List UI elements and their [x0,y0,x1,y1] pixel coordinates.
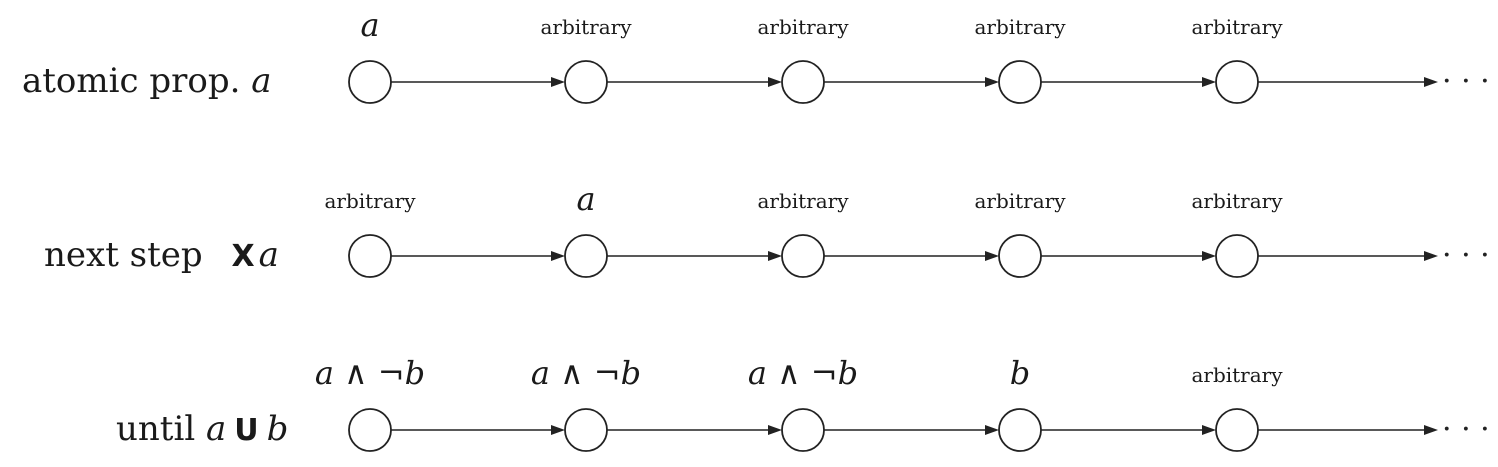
state-label: arbitrary [324,189,416,213]
transition-arrow [391,251,565,261]
continuation-dots: · · · [1442,64,1490,99]
transition-arrow [1258,251,1438,261]
state-label: a [576,180,595,218]
state-label: arbitrary [974,189,1066,213]
state-node [564,60,608,104]
state-node [998,234,1042,278]
state-label: arbitrary [1191,189,1283,213]
state-label: a ∧ ¬b [315,354,425,392]
row-label-atomic: atomic prop. a [22,61,272,101]
state-chains: a arbitrary arbitrary arbitrary arbitrary · ·… [315,6,1490,452]
transition-arrow [1258,77,1438,87]
transition-arrow [391,425,565,435]
transition-arrow [824,77,999,87]
state-node [781,408,825,452]
state-label: a ∧ ¬b [531,354,641,392]
state-node [1215,60,1259,104]
transition-arrow [607,251,782,261]
state-label: a ∧ ¬b [748,354,858,392]
chain-next: arbitrary a arbitrary arbitrary arbitrary · ·… [324,180,1490,278]
state-label: arbitrary [757,15,849,39]
transition-arrow [1041,251,1216,261]
chain-atomic: a arbitrary arbitrary arbitrary arbitrary · ·… [348,6,1490,104]
state-node [1215,234,1259,278]
state-node [781,234,825,278]
state-label: b [1010,354,1030,392]
state-label: arbitrary [757,189,849,213]
state-node [348,408,392,452]
state-label: arbitrary [1191,363,1283,387]
state-label: arbitrary [1191,15,1283,39]
continuation-dots: · · · [1442,412,1490,447]
state-node [564,234,608,278]
state-node [781,60,825,104]
transition-arrow [824,425,999,435]
row-atomic: atomic prop. a [22,61,272,101]
transition-arrow [607,425,782,435]
state-node [348,60,392,104]
transition-arrow [824,251,999,261]
state-node [564,408,608,452]
state-node [348,234,392,278]
continuation-dots: · · · [1442,238,1490,273]
transition-arrow [391,77,565,87]
transition-arrow [1258,425,1438,435]
state-label: a [360,6,379,44]
chain-until: a ∧ ¬b a ∧ ¬b a ∧ ¬b b arbitrary · · · [315,354,1490,452]
transition-arrow [1041,77,1216,87]
state-node [998,60,1042,104]
state-node [998,408,1042,452]
transition-arrow [1041,425,1216,435]
state-label: arbitrary [974,15,1066,39]
transition-arrow [607,77,782,87]
state-node [1215,408,1259,452]
state-label: arbitrary [540,15,632,39]
